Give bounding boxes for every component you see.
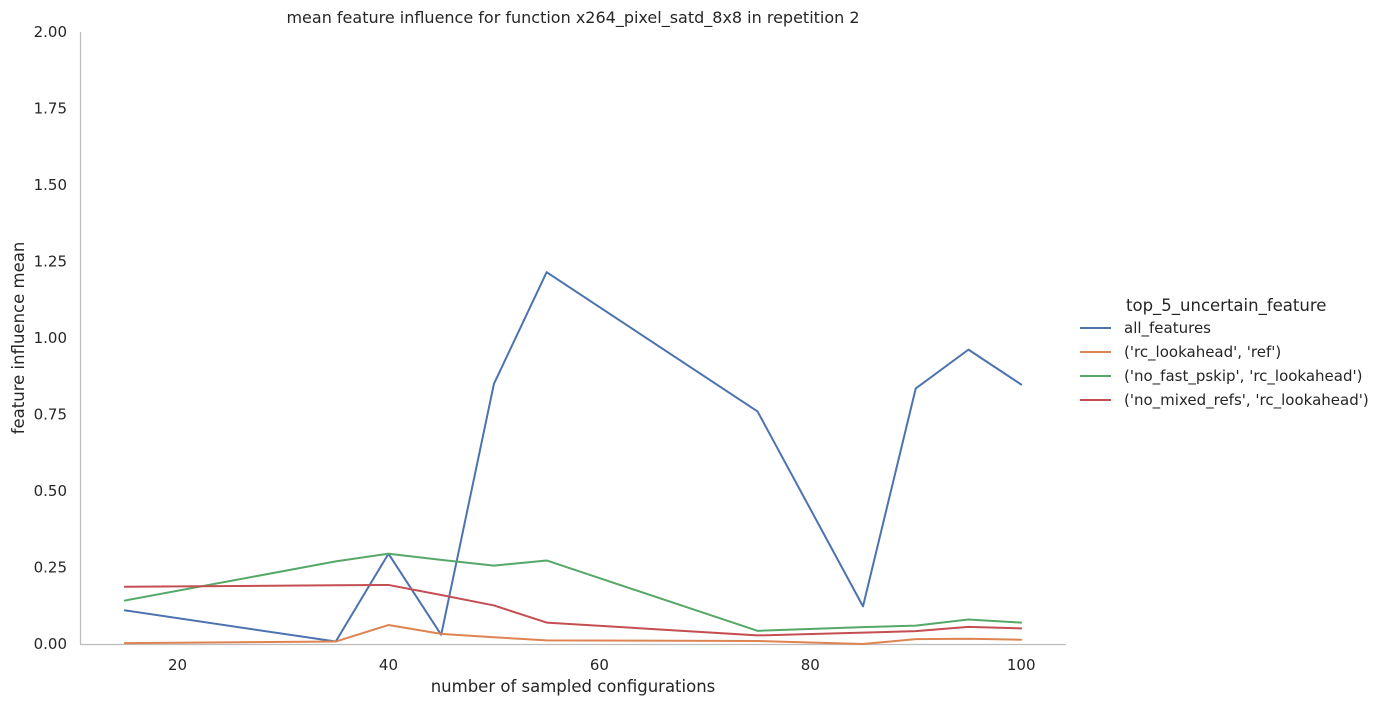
- y-tick-label: 1.25: [34, 253, 67, 271]
- legend: top_5_uncertain_feature all_features ('rc…: [1080, 296, 1369, 410]
- y-tick-label: 0.25: [34, 559, 67, 577]
- legend-items: all_features ('rc_lookahead', 'ref') ('no_…: [1080, 319, 1369, 410]
- legend-label: ('rc_lookahead', 'ref'): [1124, 343, 1281, 362]
- y-tick-label: 1.00: [34, 329, 67, 347]
- legend-label: ('no_fast_pskip', 'rc_lookahead'): [1124, 367, 1362, 386]
- x-tick-label: 80: [801, 656, 820, 674]
- legend-title: top_5_uncertain_feature: [1126, 296, 1326, 316]
- y-tick-label: 0.75: [34, 406, 67, 424]
- plot-area: 0.00 0.25 0.50 0.75 1.00 1.25 1.50 1.75 2.00 20 4…: [34, 23, 1066, 674]
- x-tick-label: 40: [379, 656, 398, 674]
- y-tick-label: 0.50: [34, 482, 67, 500]
- chart-title: mean feature influence for function x264…: [286, 8, 859, 28]
- x-axis-label: number of sampled configurations: [431, 677, 716, 696]
- legend-label: all_features: [1124, 319, 1211, 338]
- y-tick-labels: 0.00 0.25 0.50 0.75 1.00 1.25 1.50 1.75 2.00: [34, 23, 67, 653]
- series-line-1: [123, 624, 1023, 645]
- series-line-0: [123, 271, 1023, 643]
- legend-label: ('no_mixed_refs', 'rc_lookahead'): [1124, 391, 1369, 410]
- y-axis-label: feature influence mean: [9, 242, 28, 435]
- x-tick-labels: 20 40 60 80 100: [168, 656, 1036, 674]
- x-tick-label: 100: [1007, 656, 1036, 674]
- y-tick-label: 2.00: [34, 23, 67, 41]
- y-tick-label: 0.00: [34, 635, 67, 653]
- y-tick-label: 1.50: [34, 176, 67, 194]
- series-lines: [123, 271, 1023, 645]
- series-line-2: [123, 552, 1023, 632]
- x-tick-label: 20: [168, 656, 187, 674]
- series-line-3: [123, 583, 1023, 637]
- y-tick-label: 1.75: [34, 100, 67, 118]
- x-tick-label: 60: [590, 656, 609, 674]
